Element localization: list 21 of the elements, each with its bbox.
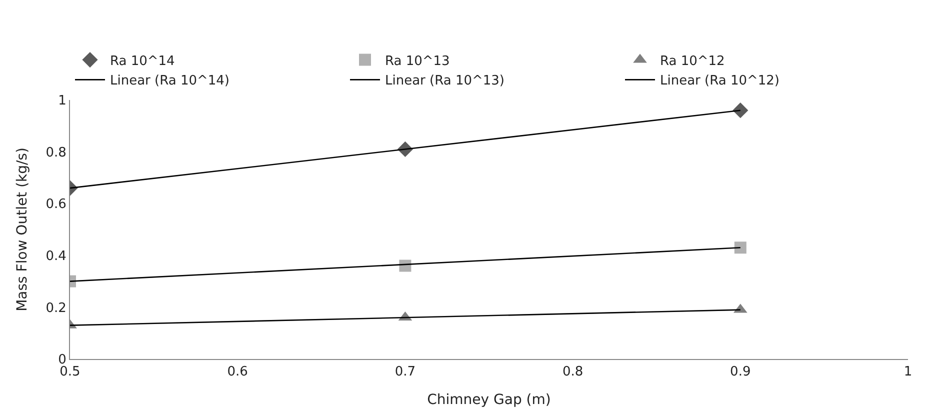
legend-label: Ra 10^13 bbox=[385, 54, 450, 69]
y-tick-label: 0.4 bbox=[46, 248, 66, 264]
legend-label: Linear (Ra 10^13) bbox=[385, 74, 505, 89]
x-tick-label: 0.8 bbox=[562, 364, 584, 380]
x-tick-label: 0.6 bbox=[227, 364, 248, 380]
x-axis-title: Chimney Gap (m) bbox=[427, 392, 551, 408]
point bbox=[732, 102, 748, 118]
x-tick-label: 1 bbox=[904, 364, 912, 380]
point bbox=[734, 242, 746, 254]
y-tick-label: 1 bbox=[58, 94, 66, 109]
legend-label: Linear (Ra 10^14) bbox=[110, 74, 230, 89]
x-tick-label: 0.5 bbox=[60, 364, 80, 380]
x-tick-label: 0.9 bbox=[730, 364, 751, 380]
y-axis-title: Mass Flow Outlet (kg/s) bbox=[14, 148, 30, 312]
legend-label: Linear (Ra 10^12) bbox=[660, 74, 780, 89]
x-tick-label: 0.7 bbox=[394, 364, 416, 380]
legend-label: Ra 10^14 bbox=[110, 54, 175, 69]
y-tick-label: 0.8 bbox=[46, 145, 66, 160]
legend-label: Ra 10^12 bbox=[660, 54, 725, 69]
y-tick-label: 0.2 bbox=[46, 300, 66, 316]
y-tick-label: 0.6 bbox=[46, 197, 66, 212]
